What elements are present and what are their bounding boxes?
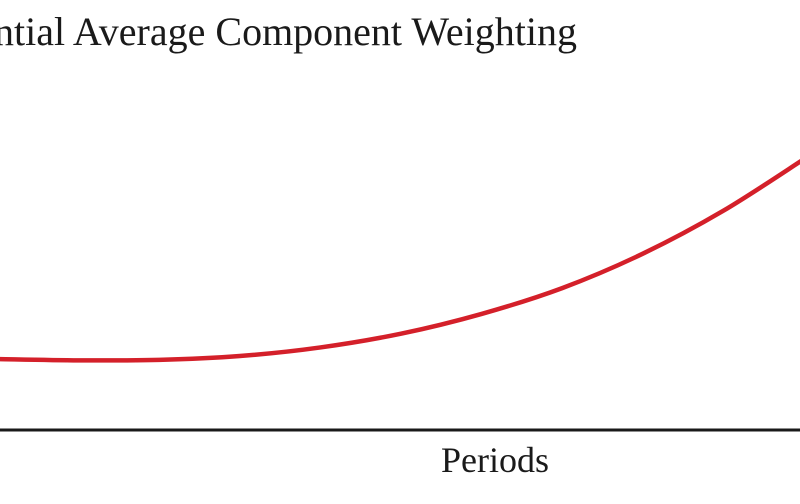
series-group <box>0 159 800 363</box>
x-axis-label: Periods <box>441 440 549 480</box>
series-line-0 <box>0 159 800 363</box>
chart-title: ntial Average Component Weighting <box>0 9 577 54</box>
